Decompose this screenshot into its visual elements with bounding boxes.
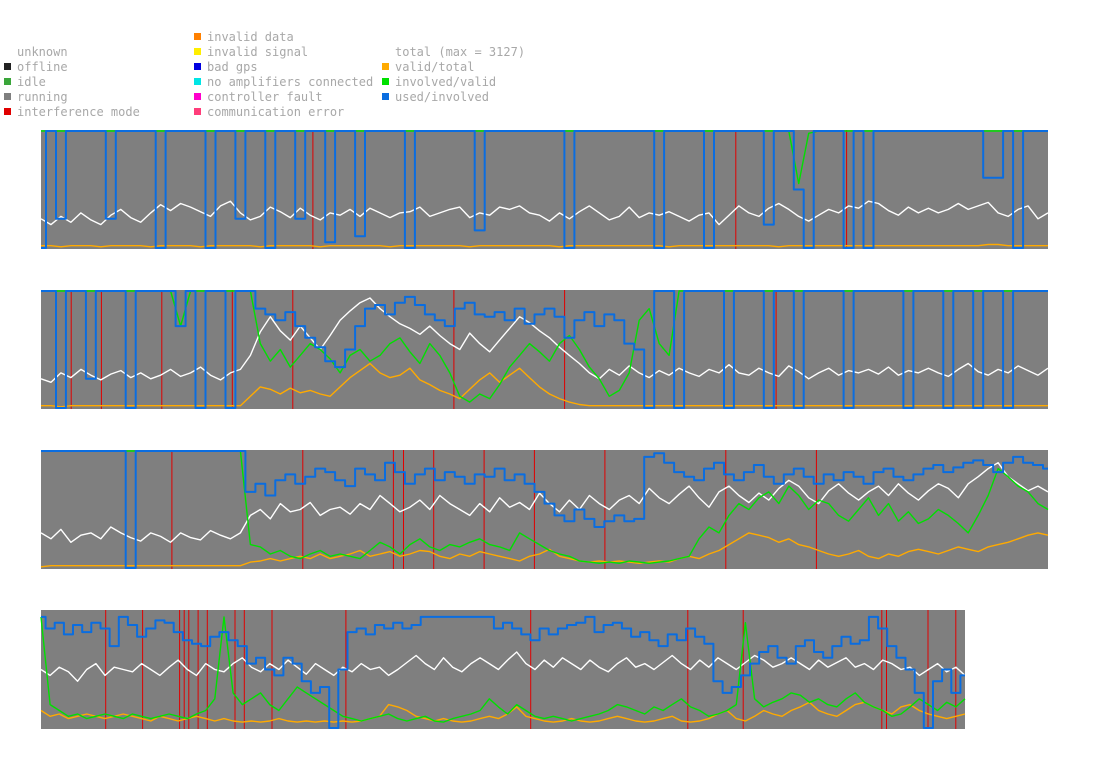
legend-label: offline bbox=[17, 60, 68, 74]
legend-item: bad gps bbox=[194, 60, 258, 74]
legend-item: idle bbox=[4, 75, 46, 89]
legend-swatch bbox=[194, 78, 201, 85]
chart-panel-1 bbox=[40, 130, 1049, 249]
legend-label: used/involved bbox=[395, 90, 489, 104]
legend-swatch bbox=[382, 93, 389, 100]
legend-label: controller fault bbox=[207, 90, 323, 104]
chart-panel-3 bbox=[40, 450, 1049, 569]
series-line-used-involved bbox=[41, 130, 1048, 249]
legend-label: idle bbox=[17, 75, 46, 89]
series-line-used-involved bbox=[41, 450, 1048, 569]
legend-swatch bbox=[194, 93, 201, 100]
legend-label: invalid signal bbox=[207, 45, 309, 59]
series-line-valid-total bbox=[41, 243, 1048, 248]
legend-swatch bbox=[4, 63, 11, 70]
series-line-total-max bbox=[40, 200, 1049, 226]
series-line-total-max bbox=[40, 297, 1049, 383]
legend-label: bad gps bbox=[207, 60, 258, 74]
series-line-used-involved bbox=[41, 615, 965, 729]
legend-item: interference mode bbox=[4, 105, 140, 119]
series-line-valid-total bbox=[40, 532, 1049, 568]
series-line-used-involved bbox=[41, 290, 1048, 409]
legend-item: running bbox=[4, 90, 68, 104]
legend-label: invalid data bbox=[207, 30, 294, 44]
legend-item: total (max = 3127) bbox=[382, 45, 525, 59]
legend-swatch bbox=[4, 93, 11, 100]
legend-item: unknown bbox=[4, 45, 68, 59]
legend-item: offline bbox=[4, 60, 68, 74]
legend-label: unknown bbox=[17, 45, 68, 59]
series-line-valid-total bbox=[41, 362, 1048, 408]
legend-item: invalid data bbox=[194, 30, 294, 44]
legend-swatch bbox=[194, 63, 201, 70]
legend-item: valid/total bbox=[382, 60, 474, 74]
series-line-involved-valid bbox=[40, 616, 966, 723]
legend-swatch bbox=[194, 33, 201, 40]
panel-background bbox=[41, 610, 965, 729]
legend-label: running bbox=[17, 90, 68, 104]
legend-item: invalid signal bbox=[194, 45, 308, 59]
legend-swatch bbox=[382, 48, 389, 55]
chart-panel-2 bbox=[40, 290, 1049, 409]
legend-swatch bbox=[4, 78, 11, 85]
legend-swatch bbox=[382, 63, 389, 70]
legend-item: no amplifiers connected bbox=[194, 75, 373, 89]
legend-item: communication error bbox=[194, 105, 344, 119]
legend-swatch bbox=[382, 78, 389, 85]
legend-swatch bbox=[194, 48, 201, 55]
panel-background bbox=[41, 130, 1048, 249]
panel-background bbox=[41, 450, 1048, 569]
legend-label: interference mode bbox=[17, 105, 140, 119]
series-line-total-max bbox=[40, 651, 966, 682]
series-line-valid-total bbox=[40, 701, 966, 723]
chart-legend: unknown offline idle running interference mo… bbox=[0, 0, 1095, 125]
chart-panel-4 bbox=[40, 610, 966, 729]
legend-label: total (max = 3127) bbox=[395, 45, 526, 59]
legend-label: valid/total bbox=[395, 60, 475, 74]
legend-swatch bbox=[4, 48, 11, 55]
legend-swatch bbox=[194, 108, 201, 115]
legend-item: controller fault bbox=[194, 90, 323, 104]
legend-item: used/involved bbox=[382, 90, 489, 104]
legend-label: involved/valid bbox=[395, 75, 497, 89]
legend-swatch bbox=[4, 108, 11, 115]
legend-label: communication error bbox=[207, 105, 345, 119]
legend-label: no amplifiers connected bbox=[207, 75, 374, 89]
legend-item: involved/valid bbox=[382, 75, 496, 89]
